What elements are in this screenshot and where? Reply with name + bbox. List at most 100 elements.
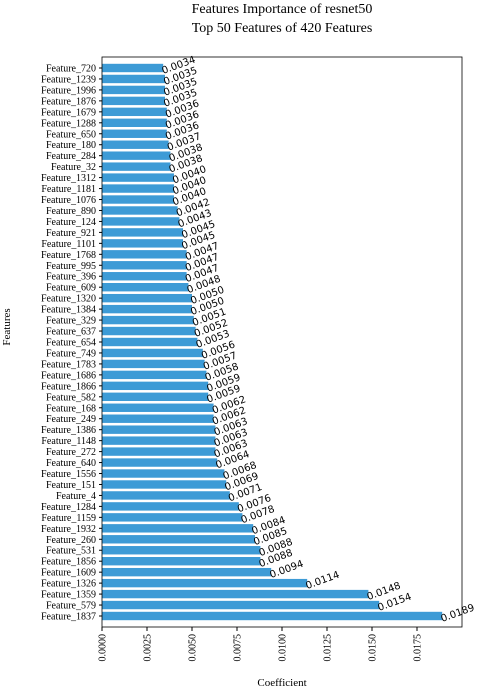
y-tick-label: Feature_1876 — [41, 96, 96, 107]
y-tick-label: Feature_995 — [46, 261, 96, 272]
bar — [102, 107, 167, 117]
y-tick-label: Feature_921 — [46, 228, 96, 239]
bar — [102, 85, 165, 95]
y-tick-label: Feature_749 — [46, 348, 96, 359]
y-tick-label: Feature_1556 — [41, 469, 96, 480]
y-tick-label: Feature_1159 — [41, 513, 96, 524]
y-tick-label: Feature_1148 — [41, 436, 96, 447]
bar — [102, 557, 261, 566]
value-label: 0.0189 — [439, 603, 476, 625]
bar — [102, 228, 183, 237]
y-tick-label: Feature_1076 — [41, 195, 96, 206]
bar — [102, 250, 187, 259]
y-tick-label: Feature_1320 — [41, 294, 96, 305]
y-tick-label: Feature_1326 — [41, 579, 96, 590]
y-tick-label: Feature_151 — [46, 480, 96, 491]
bar — [102, 524, 254, 533]
y-tick-label: Feature_329 — [46, 316, 96, 327]
y-tick-label: Feature_124 — [46, 217, 96, 228]
bar — [102, 151, 171, 160]
bar — [102, 447, 216, 456]
y-tick-label: Feature_4 — [56, 491, 96, 502]
y-tick-label: Feature_531 — [46, 546, 96, 557]
y-tick-label: Feature_1284 — [41, 502, 96, 513]
bar — [102, 348, 203, 358]
bar — [102, 480, 227, 489]
y-tick-label: Feature_180 — [46, 140, 96, 151]
y-tick-label: Feature_1932 — [41, 524, 96, 535]
y-tick-label: Feature_1866 — [41, 381, 96, 392]
y-tick-label: Feature_579 — [46, 601, 96, 612]
y-tick-label: Feature_260 — [46, 535, 96, 546]
bar — [102, 567, 272, 577]
bar — [102, 195, 174, 204]
bar — [102, 469, 225, 478]
y-tick-label: Feature_1768 — [41, 250, 96, 261]
bar — [102, 546, 261, 555]
chart-title: Features Importance of resnet50 — [192, 2, 373, 17]
bar — [102, 283, 189, 292]
bar — [102, 74, 165, 84]
bar — [102, 293, 192, 303]
bar — [102, 162, 171, 171]
bar — [102, 611, 443, 621]
bar — [102, 513, 243, 522]
y-tick-label: Feature_396 — [46, 272, 96, 283]
y-tick-label: Feature_1837 — [41, 612, 96, 623]
y-tick-label: Feature_1686 — [41, 370, 96, 381]
y-tick-label: Feature_1996 — [41, 85, 96, 96]
bar — [102, 326, 196, 336]
y-tick-label: Feature_650 — [46, 129, 96, 140]
bar — [102, 403, 214, 412]
y-tick-label: Feature_1239 — [41, 74, 96, 85]
y-tick-label: Feature_1856 — [41, 557, 96, 568]
bar — [102, 436, 216, 445]
y-tick-label: Feature_1783 — [41, 359, 96, 370]
bar — [102, 118, 167, 127]
bar — [102, 173, 174, 182]
bar — [102, 425, 216, 434]
bar — [102, 184, 174, 193]
y-tick-label: Feature_890 — [46, 206, 96, 217]
y-tick-label: Feature_1181 — [41, 184, 96, 195]
y-tick-label: Feature_32 — [51, 162, 96, 173]
y-axis-label: Features — [1, 308, 13, 345]
bar — [102, 315, 194, 325]
bar — [102, 140, 169, 149]
y-tick-label: Feature_1609 — [41, 568, 96, 579]
y-tick-label: Feature_168 — [46, 403, 96, 414]
bar — [102, 392, 209, 401]
y-tick-label: Feature_640 — [46, 458, 96, 469]
y-tick-label: Feature_1101 — [41, 239, 96, 250]
y-tick-label: Feature_272 — [46, 447, 96, 458]
y-tick-label: Feature_654 — [46, 338, 96, 349]
bar — [102, 589, 369, 599]
x-axis-label: Coefficient — [257, 677, 306, 687]
bar — [102, 217, 180, 226]
bar — [102, 414, 214, 423]
x-tick-label: 0.0075 — [233, 634, 244, 662]
y-tick-label: Feature_1288 — [41, 118, 96, 129]
bar — [102, 535, 255, 544]
y-tick-label: Feature_720 — [46, 64, 96, 75]
y-tick-label: Feature_1679 — [41, 107, 96, 118]
bar — [102, 129, 167, 138]
bar — [102, 458, 218, 467]
bar — [102, 337, 198, 347]
bar — [102, 370, 207, 380]
bar — [102, 491, 230, 500]
x-tick-label: 0.0175 — [413, 634, 424, 662]
bar — [102, 502, 239, 511]
x-tick-label: 0.0125 — [323, 634, 334, 662]
chart-subtitle: Top 50 Features of 420 Features — [192, 21, 373, 36]
bar — [102, 600, 380, 610]
y-tick-label: Feature_1384 — [41, 305, 96, 316]
x-tick-label: 0.0150 — [368, 634, 379, 662]
value-label: 0.0114 — [304, 570, 341, 592]
bar — [102, 261, 187, 270]
bar — [102, 304, 192, 314]
y-tick-label: Feature_1359 — [41, 590, 96, 601]
y-tick-label: Feature_609 — [46, 283, 96, 294]
